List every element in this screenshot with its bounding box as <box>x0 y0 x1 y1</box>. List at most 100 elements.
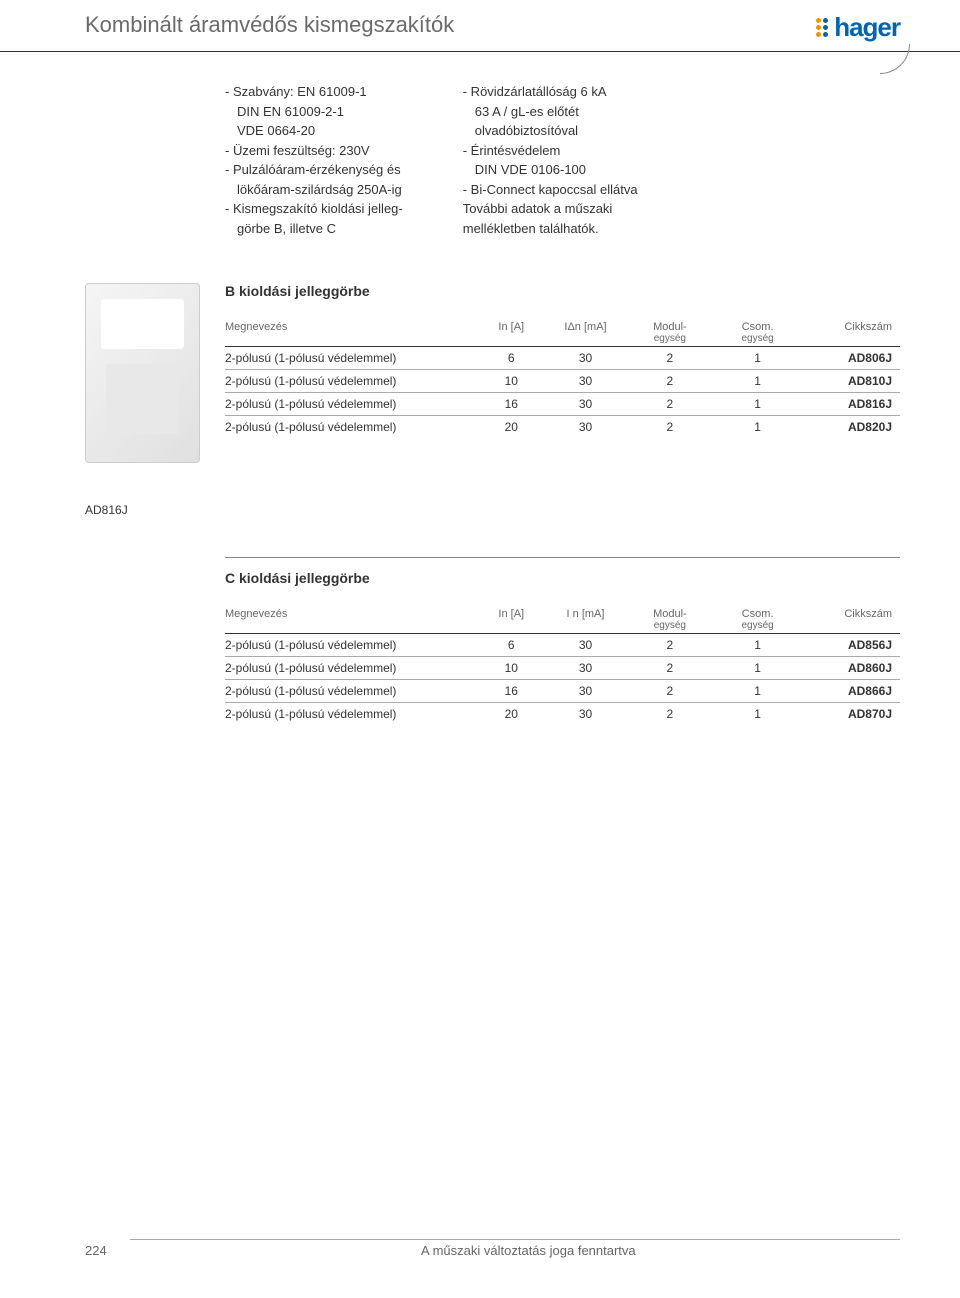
th-name: Megnevezés <box>225 317 482 347</box>
spec-column-2: - Rövidzárlatállóság 6 kA 63 A / gL-es e… <box>463 82 638 238</box>
logo-dots-icon <box>816 18 828 37</box>
cell-in: 16 <box>482 680 550 703</box>
th-idn: IΔn [mA] <box>549 317 630 347</box>
cell-csom: 1 <box>718 703 806 726</box>
cell-in: 10 <box>482 657 550 680</box>
section-b-title: B kioldási jelleggörbe <box>225 283 900 299</box>
cell-csom: 1 <box>718 347 806 370</box>
th-mod: Modul-egység <box>630 604 718 634</box>
cell-name: 2-pólusú (1-pólusú védelemmel) <box>225 416 482 439</box>
main-content: - Szabvány: EN 61009-1 DIN EN 61009-2-1 … <box>0 52 960 725</box>
cell-cikk: AD870J <box>806 703 901 726</box>
cell-csom: 1 <box>718 680 806 703</box>
cell-mod: 2 <box>630 347 718 370</box>
table-c: Megnevezés In [A] I n [mA] Modul-egység … <box>225 604 900 725</box>
cell-name: 2-pólusú (1-pólusú védelemmel) <box>225 657 482 680</box>
spec-line: - Rövidzárlatállóság 6 kA <box>463 82 638 102</box>
cell-name: 2-pólusú (1-pólusú védelemmel) <box>225 680 482 703</box>
cell-idn: 30 <box>549 370 630 393</box>
logo-text: hager <box>834 12 900 43</box>
cell-cikk: AD806J <box>806 347 901 370</box>
cell-mod: 2 <box>630 703 718 726</box>
table-row: 2-pólusú (1-pólusú védelemmel)203021AD82… <box>225 416 900 439</box>
specifications: - Szabvány: EN 61009-1 DIN EN 61009-2-1 … <box>225 82 900 238</box>
cell-in: 20 <box>482 703 550 726</box>
spec-line: - Pulzálóáram-érzékenység és <box>225 160 403 180</box>
cell-cikk: AD856J <box>806 634 901 657</box>
table-header-row: Megnevezés In [A] I n [mA] Modul-egység … <box>225 604 900 634</box>
cell-cikk: AD866J <box>806 680 901 703</box>
table-row: 2-pólusú (1-pólusú védelemmel)63021AD856… <box>225 634 900 657</box>
cell-csom: 1 <box>718 634 806 657</box>
spec-line: - Kismegszakító kioldási jelleg- <box>225 199 403 219</box>
cell-idn: 30 <box>549 703 630 726</box>
spec-column-1: - Szabvány: EN 61009-1 DIN EN 61009-2-1 … <box>225 82 403 238</box>
cell-cikk: AD820J <box>806 416 901 439</box>
table-row: 2-pólusú (1-pólusú védelemmel)103021AD86… <box>225 657 900 680</box>
th-csom: Csom.egység <box>718 604 806 634</box>
cell-idn: 30 <box>549 680 630 703</box>
cell-in: 10 <box>482 370 550 393</box>
spec-line: - Érintésvédelem <box>463 141 638 161</box>
cell-csom: 1 <box>718 416 806 439</box>
th-in: In [A] <box>482 604 550 634</box>
cell-idn: 30 <box>549 657 630 680</box>
cell-idn: 30 <box>549 634 630 657</box>
footer-text: A műszaki változtatás joga fenntartva <box>157 1243 900 1258</box>
cell-name: 2-pólusú (1-pólusú védelemmel) <box>225 393 482 416</box>
table-row: 2-pólusú (1-pólusú védelemmel)163021AD81… <box>225 393 900 416</box>
th-in: In [A] <box>482 317 550 347</box>
th-csom: Csom.egység <box>718 317 806 347</box>
cell-in: 16 <box>482 393 550 416</box>
th-cikk: Cikkszám <box>806 317 901 347</box>
table-header-row: Megnevezés In [A] IΔn [mA] Modul-egység … <box>225 317 900 347</box>
spec-line: olvadóbiztosítóval <box>463 121 638 141</box>
page-footer: 224 A műszaki változtatás joga fenntartv… <box>0 1243 960 1258</box>
spec-line: 63 A / gL-es előtét <box>463 102 638 122</box>
table-row: 2-pólusú (1-pólusú védelemmel)63021AD806… <box>225 347 900 370</box>
cell-csom: 1 <box>718 657 806 680</box>
hager-logo: hager <box>816 12 900 43</box>
cell-idn: 30 <box>549 393 630 416</box>
spec-line: DIN EN 61009-2-1 <box>225 102 403 122</box>
cell-mod: 2 <box>630 370 718 393</box>
cell-in: 20 <box>482 416 550 439</box>
footer-divider <box>130 1239 900 1240</box>
spec-line: VDE 0664-20 <box>225 121 403 141</box>
cell-cikk: AD810J <box>806 370 901 393</box>
th-idn: I n [mA] <box>549 604 630 634</box>
cell-mod: 2 <box>630 657 718 680</box>
th-mod: Modul-egység <box>630 317 718 347</box>
page-header: Kombinált áramvédős kismegszakítók hager <box>0 0 960 52</box>
spec-line: - Bi-Connect kapoccsal ellátva <box>463 180 638 200</box>
th-cikk: Cikkszám <box>806 604 901 634</box>
cell-mod: 2 <box>630 634 718 657</box>
product-label: AD816J <box>85 503 900 517</box>
cell-in: 6 <box>482 347 550 370</box>
cell-in: 6 <box>482 634 550 657</box>
section-c-title: C kioldási jelleggörbe <box>225 570 900 586</box>
product-image <box>85 283 200 463</box>
cell-csom: 1 <box>718 370 806 393</box>
table-row: 2-pólusú (1-pólusú védelemmel)203021AD87… <box>225 703 900 726</box>
spec-line: lökőáram-szilárdság 250A-ig <box>225 180 403 200</box>
cell-name: 2-pólusú (1-pólusú védelemmel) <box>225 347 482 370</box>
cell-cikk: AD816J <box>806 393 901 416</box>
table-row: 2-pólusú (1-pólusú védelemmel)163021AD86… <box>225 680 900 703</box>
cell-name: 2-pólusú (1-pólusú védelemmel) <box>225 634 482 657</box>
cell-mod: 2 <box>630 393 718 416</box>
spec-line: DIN VDE 0106-100 <box>463 160 638 180</box>
cell-idn: 30 <box>549 416 630 439</box>
cell-mod: 2 <box>630 680 718 703</box>
cell-name: 2-pólusú (1-pólusú védelemmel) <box>225 703 482 726</box>
cell-csom: 1 <box>718 393 806 416</box>
spec-line: - Szabvány: EN 61009-1 <box>225 82 403 102</box>
section-c: C kioldási jelleggörbe Megnevezés In [A]… <box>225 557 900 725</box>
section-b: B kioldási jelleggörbe Megnevezés In [A]… <box>85 283 900 463</box>
cell-name: 2-pólusú (1-pólusú védelemmel) <box>225 370 482 393</box>
table-b: Megnevezés In [A] IΔn [mA] Modul-egység … <box>225 317 900 438</box>
spec-line: - Üzemi feszültség: 230V <box>225 141 403 161</box>
cell-cikk: AD860J <box>806 657 901 680</box>
cell-mod: 2 <box>630 416 718 439</box>
spec-line: görbe B, illetve C <box>225 219 403 239</box>
